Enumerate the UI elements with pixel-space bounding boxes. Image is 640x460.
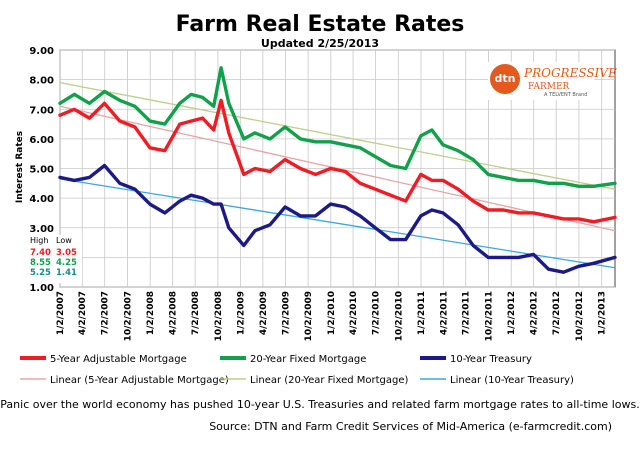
- low-value: 4.25: [56, 258, 77, 268]
- x-tick-label: 10/2/2009: [304, 291, 314, 341]
- footer-note: Panic over the world economy has pushed …: [0, 398, 640, 411]
- high-low-header: Low: [56, 236, 72, 245]
- x-tick-label: 10/2/2008: [214, 291, 224, 341]
- x-tick-label: 1/2/2007: [56, 291, 66, 335]
- y-tick-label: 6.00: [29, 135, 54, 146]
- x-tick-label: 4/2/2011: [439, 291, 449, 335]
- legend-label: 5-Year Adjustable Mortgage: [50, 354, 187, 365]
- y-tick-label: 3.00: [29, 224, 54, 235]
- x-tick-label: 1/2/2008: [146, 291, 156, 335]
- legend-label: 10-Year Treasury: [450, 354, 532, 365]
- x-tick-label: 1/2/2013: [598, 291, 608, 335]
- legend-label: Linear (20-Year Fixed Mortgage): [250, 375, 409, 386]
- x-tick-label: 7/2/2011: [462, 291, 472, 335]
- series-line: [58, 66, 617, 189]
- high-value: 7.40: [30, 248, 51, 258]
- progressive-farmer-logo: dtn PROGRESSIVE FARMER A TELVENT Brand: [488, 62, 617, 100]
- y-tick-label: 1.00: [29, 283, 54, 294]
- x-tick-label: 4/2/2009: [259, 291, 269, 335]
- chart-subtitle: Updated 2/25/2013: [260, 37, 380, 50]
- high-low-header: High: [30, 236, 48, 245]
- x-tick-label: 10/2/2010: [394, 291, 404, 341]
- x-tick-label: 7/2/2010: [372, 291, 382, 335]
- series-line: [58, 98, 617, 224]
- x-tick-label: 1/2/2011: [417, 291, 427, 335]
- low-value: 1.41: [56, 268, 77, 278]
- x-tick-label: 10/2/2012: [575, 291, 585, 341]
- x-tick-label: 7/2/2009: [281, 291, 291, 335]
- y-tick-label: 4.00: [29, 194, 54, 205]
- x-tick-label: 1/2/2010: [327, 291, 337, 335]
- high-low-box: [28, 235, 82, 283]
- low-value: 3.05: [56, 248, 77, 258]
- legend-label: 20-Year Fixed Mortgage: [250, 354, 366, 365]
- x-tick-label: 1/2/2012: [507, 291, 517, 335]
- x-tick-label: 10/2/2007: [123, 291, 133, 341]
- logo-sub: FARMER: [528, 82, 570, 92]
- legend-label: Linear (10-Year Treasury): [450, 375, 574, 386]
- x-tick-label: 7/2/2012: [552, 291, 562, 335]
- legend-label: Linear (5-Year Adjustable Mortgage): [50, 375, 229, 386]
- chart-title: Farm Real Estate Rates: [175, 12, 465, 37]
- y-tick-label: 5.00: [29, 165, 54, 176]
- logo-brand: A TELVENT Brand: [544, 92, 588, 98]
- series-line: [58, 163, 617, 274]
- y-tick-label: 7.00: [29, 105, 54, 116]
- y-tick-label: 9.00: [29, 46, 54, 57]
- x-tick-label: 7/2/2008: [191, 291, 201, 335]
- footer-source: Source: DTN and Farm Credit Services of …: [209, 420, 612, 433]
- x-tick-label: 4/2/2012: [530, 291, 540, 335]
- trend-line: [59, 178, 616, 269]
- x-tick-label: 10/2/2011: [484, 291, 494, 341]
- x-tick-label: 7/2/2007: [101, 291, 111, 335]
- high-value: 5.25: [30, 268, 51, 278]
- y-tick-label: 8.00: [29, 76, 54, 87]
- logo-name: PROGRESSIVE: [524, 66, 617, 80]
- dtn-badge: dtn: [490, 64, 520, 94]
- x-tick-label: 4/2/2010: [349, 291, 359, 335]
- x-tick-label: 1/2/2009: [237, 291, 247, 335]
- x-tick-label: 4/2/2007: [78, 291, 88, 335]
- x-tick-label: 4/2/2008: [169, 291, 179, 335]
- high-value: 8.55: [30, 258, 51, 268]
- trend-line: [59, 81, 616, 190]
